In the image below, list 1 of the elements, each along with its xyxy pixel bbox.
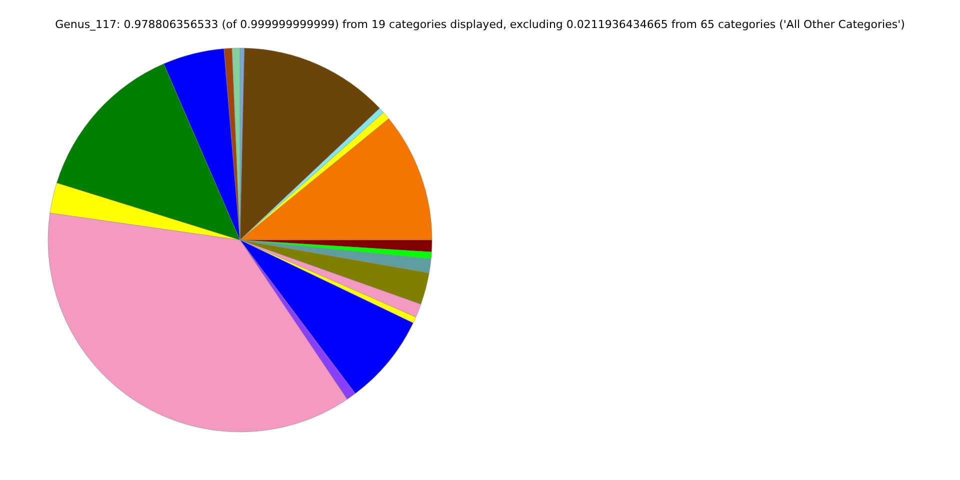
text: Genus_117: 0.978806356533 (of 0.999999999999) from 19 categories displayed, excluding 0.0211936434665 from 65 categories ('All Other Categories'): [55, 18, 905, 31]
